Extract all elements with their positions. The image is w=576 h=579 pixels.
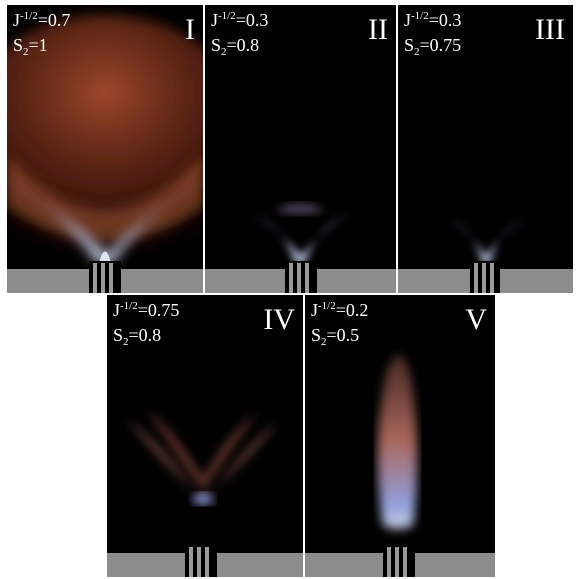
roman-numeral-iv: IV — [263, 303, 295, 336]
flame-panel-i: J-1/2=0.7 S2=1 I — [7, 5, 203, 293]
roman-numeral-i: I — [185, 13, 195, 46]
flame-image-iv — [107, 295, 303, 577]
parameters-label-iv: J-1/2=0.75 S2=0.8 — [113, 300, 180, 348]
parameters-label-i: J-1/2=0.7 S2=1 — [13, 10, 71, 58]
roman-numeral-ii: II — [368, 13, 388, 46]
parameters-label-iii: J-1/2=0.3 S2=0.75 — [404, 10, 462, 58]
flame-image-iii — [398, 5, 573, 293]
flame-panel-v: J-1/2=0.2 S2=0.5 V — [305, 295, 495, 577]
flame-image-ii — [205, 5, 396, 293]
flame-image-v — [305, 295, 495, 577]
roman-numeral-iii: III — [535, 13, 565, 46]
parameters-label-v: J-1/2=0.2 S2=0.5 — [311, 300, 369, 348]
roman-numeral-v: V — [465, 303, 487, 336]
flame-panel-iii: J-1/2=0.3 S2=0.75 III — [398, 5, 573, 293]
flame-panel-ii: J-1/2=0.3 S2=0.8 II — [205, 5, 396, 293]
flame-image-i — [7, 5, 203, 293]
flame-panel-iv: J-1/2=0.75 S2=0.8 IV — [107, 295, 303, 577]
parameters-label-ii: J-1/2=0.3 S2=0.8 — [211, 10, 269, 58]
